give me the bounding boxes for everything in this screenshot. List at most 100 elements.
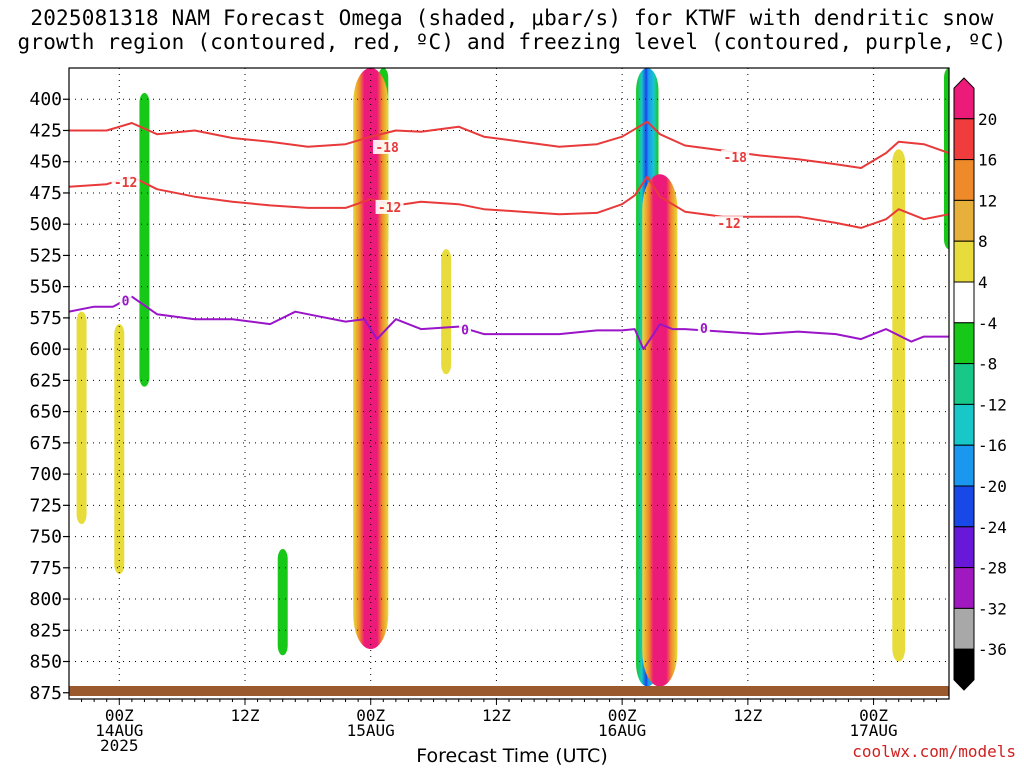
source-credit: coolwx.com/models	[852, 742, 1016, 761]
colorbar-tick-label: -4	[978, 314, 997, 333]
omega-feature-10	[277, 549, 288, 656]
colorbar-cell	[953, 363, 975, 405]
contour-label-bg-4	[715, 216, 743, 231]
omega-shading	[76, 68, 949, 687]
y-tick-label: 650	[29, 402, 62, 423]
omega-feature-4	[642, 174, 678, 687]
x-tick-date: 15AUG	[347, 721, 395, 740]
colorbar-cell	[953, 322, 975, 365]
contours: -18 -18 -12 -12 -12 0 0 0	[69, 120, 949, 351]
x-tick-date: 17AUG	[849, 721, 897, 740]
colorbar-tick-label: -8	[978, 355, 997, 374]
contour-label-bg-6	[459, 322, 471, 337]
colorbar-tick-label: -20	[978, 477, 1007, 496]
chart-title-line-1: 2025081318 NAM Forecast Omega (shaded, μ…	[30, 6, 994, 30]
contour-label: 0	[461, 323, 469, 338]
omega-feature-0	[139, 92, 150, 387]
chart-title: 2025081318 NAM Forecast Omega (shaded, μ…	[0, 6, 1024, 54]
omega-feature-9	[441, 249, 452, 375]
y-tick-label: 800	[29, 589, 62, 610]
contour-label-bg-1	[721, 149, 750, 164]
colorbar-tick-label: -36	[978, 640, 1007, 659]
y-tick-label: 700	[29, 464, 62, 485]
contour-label-bg-5	[119, 293, 132, 308]
colorbar-cell	[953, 281, 975, 324]
colorbar-cell	[953, 240, 975, 283]
x-tick-label: 12Z	[231, 706, 260, 725]
contour-label: -12	[378, 201, 401, 216]
y-tick-label: 500	[29, 214, 62, 235]
x-tick-year: 2025	[100, 736, 139, 755]
y-tick-label: 625	[29, 370, 62, 391]
colorbar-cell	[953, 607, 975, 650]
contour-label: -18	[724, 151, 748, 166]
colorbar-tick-label: 8	[978, 232, 988, 251]
omega-feature-6	[944, 68, 949, 250]
colorbar-cell	[953, 567, 975, 609]
contour-label-bg-7	[697, 321, 710, 336]
colorbar-cell	[953, 403, 975, 446]
contour-label-bg-3	[375, 199, 404, 214]
x-tick-date: 16AUG	[598, 721, 646, 740]
y-tick-label: 400	[29, 89, 62, 110]
y-tick-label: 450	[29, 152, 62, 173]
colorbar-cell	[953, 444, 975, 487]
colorbar-cell-max	[953, 77, 975, 120]
y-tick-label: 850	[29, 652, 62, 673]
colorbar-tick-label: -12	[978, 395, 1007, 414]
contour-dendritic--12	[69, 175, 949, 229]
x-tick-label: 00Z	[105, 706, 134, 725]
colorbar-tick-label: 20	[978, 110, 997, 129]
omega-feature-8	[114, 324, 125, 575]
contour-label: -18	[375, 141, 399, 156]
colorbar: 20 16 12 8 4 -4 -8 -12 -16 -20 -24 -28 -32 -36	[953, 77, 1007, 691]
contour-dendritic--18	[69, 120, 949, 169]
colorbar-tick-label: -32	[978, 599, 1007, 618]
ground-surface	[69, 686, 949, 696]
x-tick-label: 00Z	[608, 706, 637, 725]
contour-label-bg-0	[373, 139, 402, 154]
contour-label: 0	[122, 295, 130, 310]
x-axis-label: Forecast Time (UTC)	[416, 745, 608, 767]
chart-title-line-2: growth region (contoured, red, ºC) and f…	[17, 30, 1007, 54]
x-tick-label: 12Z	[482, 706, 511, 725]
y-tick-label: 750	[29, 527, 62, 548]
y-tick-label: 575	[29, 308, 62, 329]
contour-label: 0	[700, 322, 708, 337]
colorbar-tick-label: -28	[978, 559, 1007, 578]
y-tick-label: 600	[29, 339, 62, 360]
contour-label: -12	[114, 176, 137, 191]
colorbar-cell	[953, 199, 975, 242]
contour-label: -12	[717, 217, 740, 232]
colorbar-tick-label: -16	[978, 436, 1007, 455]
colorbar-cell-min	[953, 648, 975, 691]
y-tick-label: 675	[29, 433, 62, 454]
y-tick-label: 725	[29, 495, 62, 516]
omega-feature-5	[892, 149, 906, 662]
colorbar-tick-label: 4	[978, 273, 988, 292]
x-tick-label: 12Z	[733, 706, 762, 725]
plot-area: -18 -18 -12 -12 -12 0 0 0	[69, 68, 949, 699]
y-tick-label: 550	[29, 277, 62, 298]
colorbar-tick-label: -24	[978, 518, 1007, 537]
y-tick-label: 775	[29, 558, 62, 579]
y-tick-label: 825	[29, 620, 62, 641]
colorbar-cell	[953, 485, 975, 528]
omega-feature-7	[76, 311, 87, 525]
y-tick-label: 875	[29, 683, 62, 704]
contour-freezing-0	[69, 295, 949, 351]
contour-label-bg-2	[111, 174, 140, 189]
colorbar-tick-label: 12	[978, 191, 997, 210]
y-tick-label: 475	[29, 183, 62, 204]
y-tick-label: 525	[29, 245, 62, 266]
x-tick-label: 00Z	[859, 706, 888, 725]
colorbar-cell	[953, 118, 975, 161]
colorbar-cell	[953, 159, 975, 201]
colorbar-tick-label: 16	[978, 151, 997, 170]
colorbar-cell	[953, 526, 975, 569]
x-tick-label: 00Z	[356, 706, 385, 725]
y-tick-label: 425	[29, 120, 62, 141]
x-tick-date: 14AUG	[95, 721, 143, 740]
